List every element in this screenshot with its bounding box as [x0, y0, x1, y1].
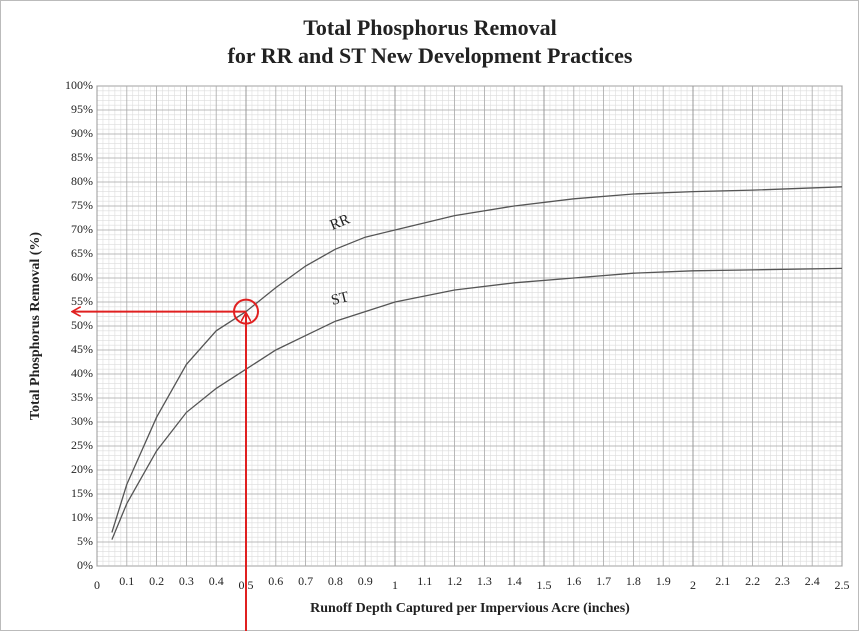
x-tick-label: 0.2	[149, 574, 164, 588]
x-tick-label: 1.8	[626, 574, 641, 588]
y-tick-label: 50%	[71, 318, 93, 332]
x-tick-label: 0.8	[328, 574, 343, 588]
y-tick-label: 10%	[71, 510, 93, 524]
x-tick-label: 1	[392, 578, 398, 592]
series-label: RR	[328, 212, 353, 234]
x-tick-label: 2.3	[775, 574, 790, 588]
y-tick-label: 80%	[71, 174, 93, 188]
line-series	[111, 267, 843, 540]
x-tick-label: 1.7	[596, 574, 611, 588]
y-tick-label: 20%	[71, 462, 93, 476]
x-tick-label: 1.4	[507, 574, 522, 588]
x-tick-label: 1.1	[417, 574, 432, 588]
x-tick-label: 1.6	[566, 574, 581, 588]
y-tick-label: 40%	[71, 366, 93, 380]
y-tick-label: 85%	[71, 150, 93, 164]
y-tick-label: 0%	[77, 558, 93, 572]
chart-subtitle: for RR and ST New Development Practices	[228, 43, 633, 68]
y-tick-label: 30%	[71, 414, 93, 428]
x-tick-label: 1.2	[447, 574, 462, 588]
x-tick-label: 0.6	[268, 574, 283, 588]
y-tick-label: 65%	[71, 246, 93, 260]
y-tick-label: 45%	[71, 342, 93, 356]
x-tick-label: 2	[690, 578, 696, 592]
y-tick-label: 90%	[71, 126, 93, 140]
x-tick-label: 1.5	[537, 578, 552, 592]
x-tick-label: 0.1	[119, 574, 134, 588]
y-tick-label: 100%	[65, 78, 93, 92]
y-tick-label: 95%	[71, 102, 93, 116]
y-tick-label: 70%	[71, 222, 93, 236]
x-tick-label: 1.9	[656, 574, 671, 588]
x-tick-label: 0.3	[179, 574, 194, 588]
x-tick-label: 0	[94, 578, 100, 592]
series-label: ST	[330, 289, 351, 309]
x-tick-label: 1.3	[477, 574, 492, 588]
x-tick-label: 2.4	[805, 574, 820, 588]
reading-circle	[233, 298, 259, 325]
x-tick-label: 2.5	[835, 578, 850, 592]
chart-title: Total Phosphorus Removal	[303, 15, 556, 40]
x-tick-label: 2.2	[745, 574, 760, 588]
line-series	[111, 186, 843, 533]
y-tick-label: 5%	[77, 534, 93, 548]
y-tick-label: 75%	[71, 198, 93, 212]
y-tick-label: 15%	[71, 486, 93, 500]
x-tick-label: 0.7	[298, 574, 313, 588]
x-tick-label: 0.9	[358, 574, 373, 588]
y-tick-label: 25%	[71, 438, 93, 452]
x-tick-label: 2.1	[715, 574, 730, 588]
y-tick-label: 55%	[71, 294, 93, 308]
y-axis-label: Total Phosphorus Removal (%)	[28, 232, 43, 420]
x-tick-label: 0.4	[209, 574, 224, 588]
y-tick-label: 35%	[71, 390, 93, 404]
x-axis-label: Runoff Depth Captured per Impervious Acr…	[310, 601, 630, 616]
y-tick-label: 60%	[71, 270, 93, 284]
